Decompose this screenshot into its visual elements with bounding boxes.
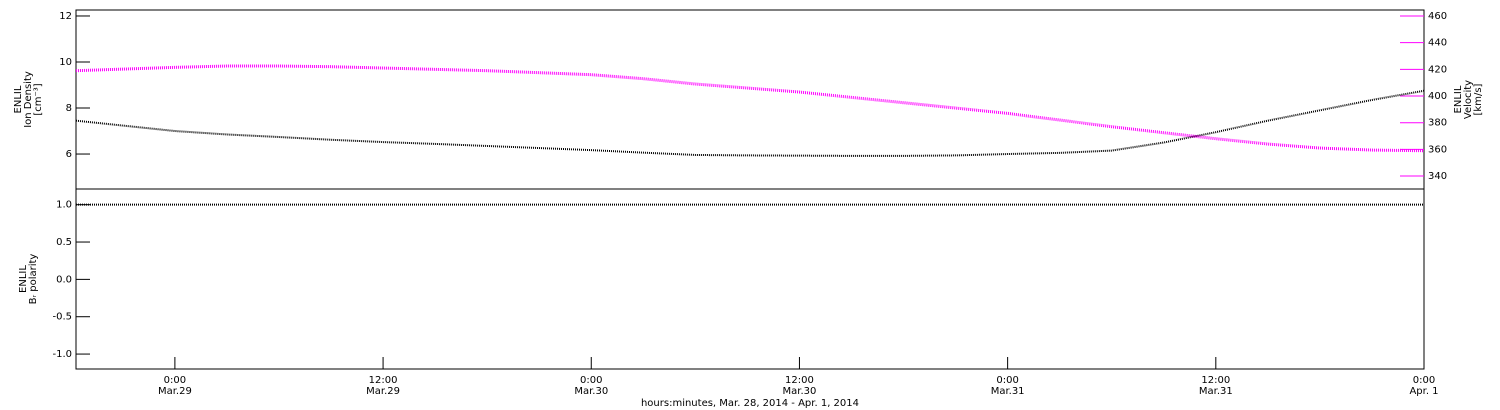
y-tick-label: 6 <box>66 149 72 160</box>
y2-tick-label: 420 <box>1428 64 1447 75</box>
data-line <box>75 89 1425 157</box>
x-axis-label: hours:minutes, Mar. 28, 2014 - Apr. 1, 2… <box>641 398 859 409</box>
x-tick-label: 12:00 Mar.29 <box>366 375 400 397</box>
x-tick-label: 0:00 Mar.31 <box>991 375 1025 397</box>
y-axis-label: [cm⁻³] <box>33 83 44 115</box>
y-tick-label: 1.0 <box>56 200 72 211</box>
y2-axis-label: Velocity <box>1463 80 1474 119</box>
y-tick-label: -0.5 <box>52 312 72 323</box>
y-axis-label: ENLIL <box>18 265 29 293</box>
x-tick-label: 12:00 Mar.31 <box>1199 375 1233 397</box>
x-tick-label: 0:00 Mar.30 <box>574 375 608 397</box>
y2-tick-label: 380 <box>1428 118 1447 129</box>
y2-tick-label: 340 <box>1428 171 1447 182</box>
x-tick-label: 12:00 Mar.30 <box>783 375 817 397</box>
bottom-panel-frame <box>75 188 1425 370</box>
y-tick-label: -1.0 <box>52 349 72 360</box>
y-tick-label: 0.0 <box>56 274 72 285</box>
data-line <box>75 64 1425 153</box>
y-tick-label: 8 <box>66 103 72 114</box>
y-tick-label: 12 <box>59 11 72 22</box>
y2-tick-label: 360 <box>1428 144 1447 155</box>
top-panel-frame <box>75 9 1425 190</box>
y2-axis-label: ENLIL <box>1453 85 1464 113</box>
y-tick-label: 0.5 <box>56 237 72 248</box>
y-axis-label: ENLIL <box>13 85 24 113</box>
y2-axis-label: [km/s] <box>1473 83 1484 115</box>
y2-tick-label: 440 <box>1428 38 1447 49</box>
y-axis-label: Bᵣ polarity <box>28 254 39 305</box>
x-tick-label: 0:00 Mar.29 <box>158 375 192 397</box>
y-axis-label: Ion Density <box>23 71 34 128</box>
y2-tick-label: 460 <box>1428 11 1447 22</box>
x-tick-label: 0:00 Apr. 1 <box>1409 375 1438 397</box>
y2-tick-label: 400 <box>1428 91 1447 102</box>
y-tick-label: 10 <box>59 57 72 68</box>
